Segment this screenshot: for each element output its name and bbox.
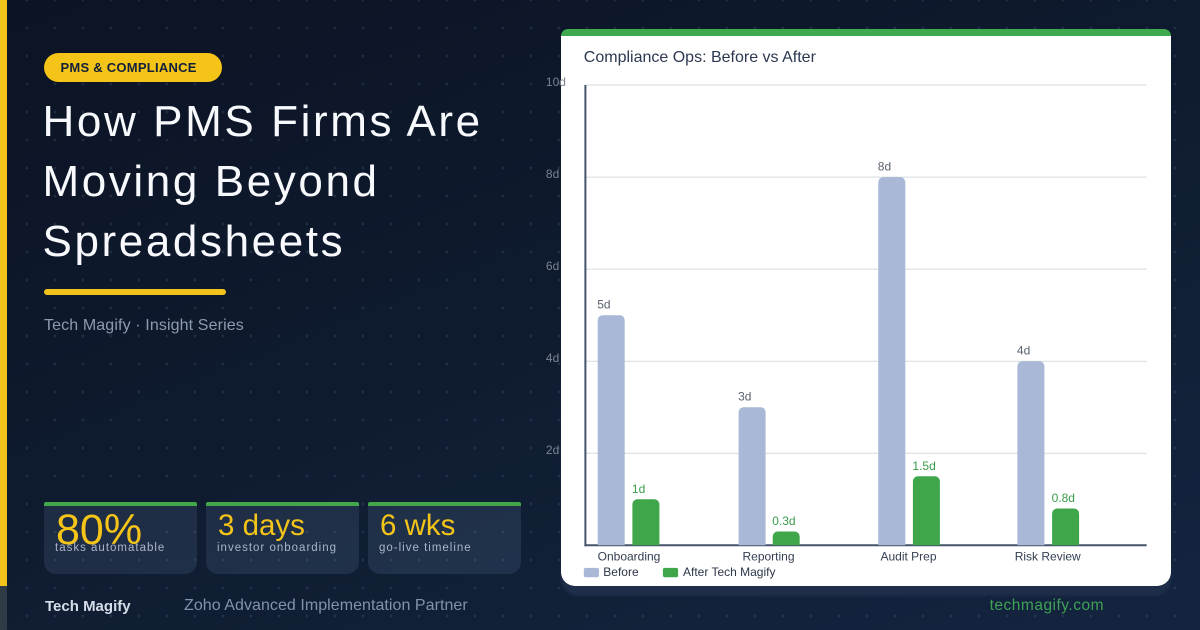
svg-text:8d: 8d: [878, 160, 891, 174]
svg-text:After Tech Magify: After Tech Magify: [683, 565, 775, 579]
svg-text:Compliance Ops: Before vs Afte: Compliance Ops: Before vs After: [584, 49, 817, 66]
svg-text:1d: 1d: [632, 482, 645, 496]
svg-text:3d: 3d: [738, 390, 751, 404]
svg-text:0.8d: 0.8d: [1052, 491, 1075, 505]
svg-text:1.5d: 1.5d: [912, 459, 935, 473]
svg-text:Onboarding: Onboarding: [598, 550, 661, 564]
svg-text:0.3d: 0.3d: [772, 514, 795, 528]
svg-text:6d: 6d: [546, 259, 559, 273]
svg-text:Reporting: Reporting: [742, 550, 794, 564]
svg-text:Audit Prep: Audit Prep: [880, 550, 936, 564]
svg-text:Risk Review: Risk Review: [1015, 550, 1081, 564]
svg-text:8d: 8d: [546, 167, 559, 181]
svg-text:5d: 5d: [597, 298, 610, 312]
svg-text:Before: Before: [603, 565, 639, 579]
svg-text:4d: 4d: [546, 351, 559, 365]
svg-text:4d: 4d: [1017, 344, 1030, 358]
svg-text:10d: 10d: [546, 75, 566, 89]
svg-text:2d: 2d: [546, 443, 559, 457]
